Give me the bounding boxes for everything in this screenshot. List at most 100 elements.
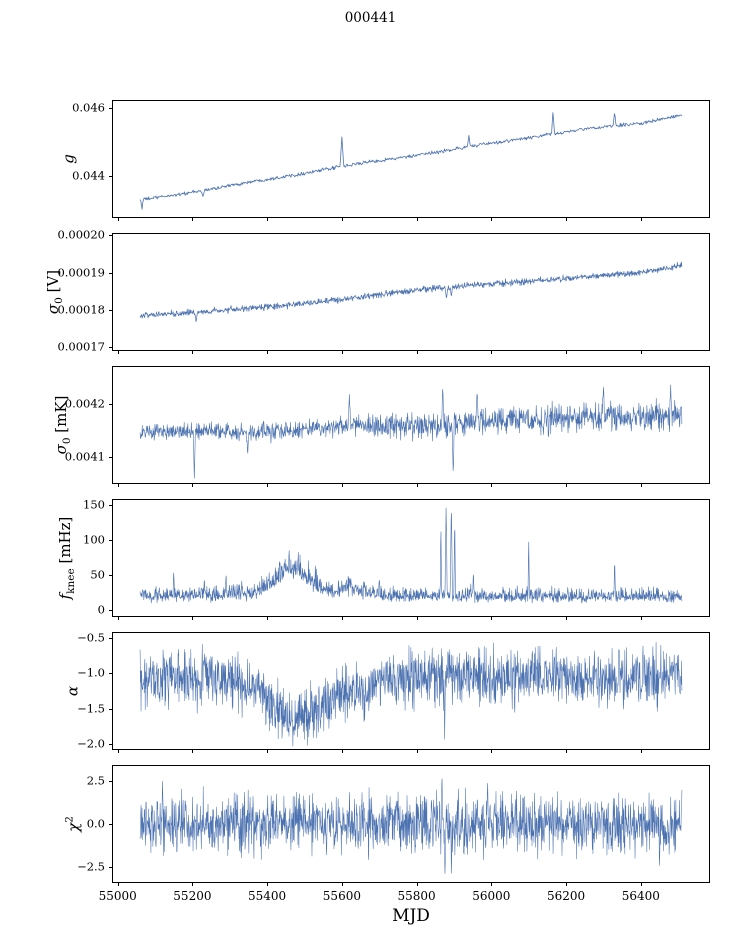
y-tick-label: 0.00017	[57, 339, 105, 354]
line-series-g	[139, 112, 683, 210]
y-tick-mark	[109, 744, 113, 745]
y-tick-label: 0.00018	[57, 302, 105, 317]
y-tick-mark	[109, 540, 113, 542]
y-tick-label: 0.046	[72, 100, 105, 115]
y-tick-label: −1.5	[77, 700, 105, 715]
subplot-sigma0-v: 0.00017 0.00018 0.00019 0.00020 σ0 [V]	[44, 229, 710, 354]
y-axis-label-sigma0-mk: σ0 [mK]	[51, 395, 73, 455]
x-tick-mark	[491, 217, 493, 221]
y-tick-label: 0.044	[72, 168, 105, 183]
x-tick-mark	[566, 882, 568, 886]
figure-title: 000441	[344, 10, 397, 26]
x-tick-mark	[117, 616, 119, 620]
y-tick-label: 2.5	[86, 772, 105, 787]
x-tick-mark	[566, 616, 568, 620]
y-tick-mark	[109, 235, 113, 237]
x-tick-mark	[267, 350, 269, 354]
x-tick-mark	[491, 882, 493, 886]
x-tick-label: 56000	[472, 889, 511, 903]
plot-area-sigma0-mk	[139, 384, 683, 479]
y-tick-mark	[109, 272, 113, 274]
x-tick-mark	[416, 882, 418, 886]
y-tick-label: −2.0	[77, 736, 105, 751]
line-series-fknee	[139, 507, 683, 604]
y-tick-label: 0.00020	[57, 227, 105, 242]
x-tick-label: 55800	[397, 889, 436, 903]
y-tick-mark	[109, 673, 113, 675]
y-tick-label: −0.5	[77, 630, 105, 645]
y-tick-label: 0.0041	[64, 449, 105, 464]
x-tick-mark	[640, 483, 642, 487]
plot-area-alpha	[139, 641, 683, 747]
x-tick-mark	[491, 749, 493, 753]
x-tick-mark	[117, 350, 119, 354]
subplot-alpha: −0.5 −1.0 −1.5 −2.0 α	[64, 632, 710, 753]
x-tick-mark	[192, 749, 194, 753]
x-tick-label: 55600	[322, 889, 361, 903]
x-tick-mark	[341, 217, 343, 221]
x-tick-mark	[192, 217, 194, 221]
x-tick-mark	[341, 882, 343, 886]
y-tick-mark	[109, 575, 113, 577]
y-tick-mark	[109, 610, 113, 612]
y-tick-label: 0.00019	[57, 264, 105, 279]
x-tick-mark	[267, 616, 269, 620]
x-tick-mark	[640, 882, 642, 886]
y-axis-label-g: g	[59, 154, 78, 164]
y-axis-label-chi2: χ2	[63, 816, 83, 832]
x-tick-mark	[416, 483, 418, 487]
y-tick-mark	[109, 310, 113, 311]
y-tick-mark	[109, 708, 113, 710]
y-tick-mark	[109, 824, 113, 825]
plot-area-g	[139, 112, 683, 210]
y-axis-label-fknee: fknee [mHz]	[55, 516, 77, 600]
x-tick-mark	[416, 749, 418, 753]
line-series-sigma0-v	[139, 261, 683, 322]
x-tick-mark	[117, 749, 119, 753]
x-tick-label: 56400	[621, 889, 660, 903]
plot-area-fknee	[139, 507, 683, 604]
subplot-g: 0.044 0.046 g	[60, 100, 710, 221]
y-axis-label-sigma0-v: σ0 [V]	[43, 269, 65, 315]
x-tick-mark	[416, 217, 418, 221]
y-tick-mark	[109, 504, 113, 506]
x-tick-mark	[267, 217, 269, 221]
line-series-sigma0-mk	[139, 384, 683, 479]
x-tick-mark	[566, 350, 568, 354]
x-tick-mark	[192, 616, 194, 620]
x-tick-mark	[640, 616, 642, 620]
x-tick-mark	[267, 483, 269, 487]
y-tick-mark	[109, 176, 113, 178]
x-tick-label: 56200	[547, 889, 586, 903]
y-tick-mark	[109, 457, 113, 459]
plot-area-sigma0-v	[139, 261, 683, 322]
x-tick-mark	[640, 350, 642, 354]
y-tick-label: −2.5	[77, 859, 105, 874]
line-series-chi2	[139, 778, 683, 874]
y-tick-mark	[109, 780, 113, 782]
x-tick-mark	[341, 350, 343, 354]
x-tick-mark	[566, 483, 568, 487]
x-tick-mark	[341, 616, 343, 620]
x-tick-mark	[192, 483, 194, 487]
y-tick-mark	[109, 638, 113, 639]
x-tick-mark	[117, 483, 119, 487]
y-tick-mark	[109, 107, 113, 109]
x-tick-mark	[640, 749, 642, 753]
y-tick-label: 0.0042	[64, 395, 105, 410]
plot-area-chi2	[139, 778, 683, 874]
x-tick-mark	[341, 483, 343, 487]
line-series-alpha	[139, 641, 683, 747]
x-tick-mark	[192, 882, 194, 886]
x-tick-mark	[491, 350, 493, 354]
y-tick-mark	[109, 403, 113, 405]
y-axis-label-alpha: α	[63, 685, 82, 697]
y-tick-mark	[109, 867, 113, 869]
y-tick-label: 150	[83, 497, 105, 512]
x-tick-mark	[416, 616, 418, 620]
subplot-chi2: −2.5 0.0 2.5 55000 55200 55400 55600 55800 56000…	[64, 765, 710, 902]
x-tick-mark	[566, 749, 568, 753]
x-tick-mark	[267, 749, 269, 753]
y-tick-label: −1.0	[77, 665, 105, 680]
